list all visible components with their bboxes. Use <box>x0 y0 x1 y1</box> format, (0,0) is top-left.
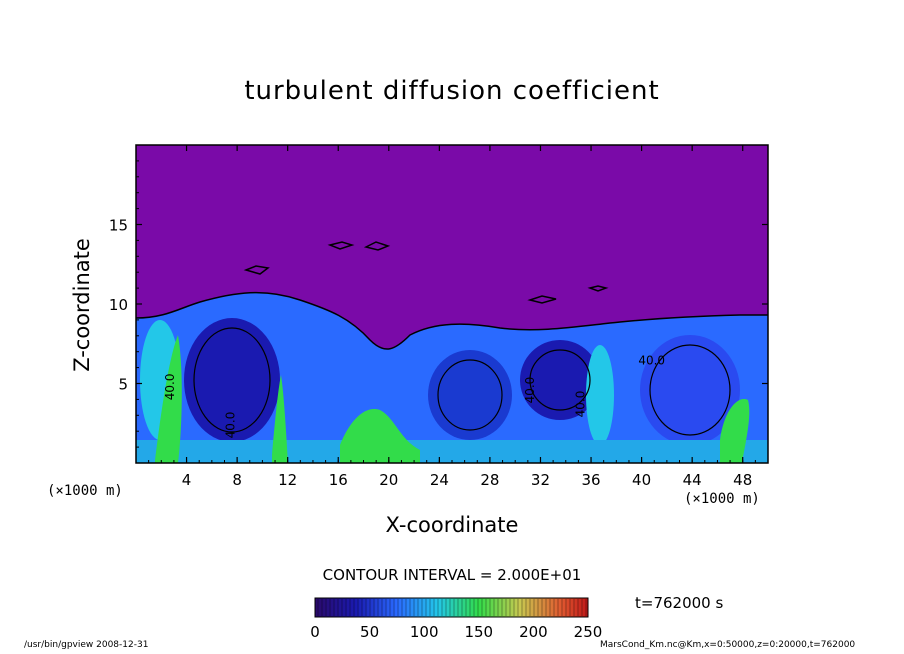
colorbar-ramp <box>314 597 589 618</box>
contour-line-eddy-1 <box>193 327 271 433</box>
x-tick-label: 4 <box>182 471 192 489</box>
contour-line-eddy-3 <box>649 344 731 436</box>
x-tick-label: 44 <box>683 471 702 489</box>
x-tick-label: 20 <box>379 471 398 489</box>
y-tick-label: 5 <box>118 376 128 394</box>
cloud-blob-2 <box>327 241 355 250</box>
contour-label: 40.0 <box>638 354 665 368</box>
eddy-1 <box>184 318 280 442</box>
x-axis: 4 8 12 16 20 24 28 32 36 40 44 48 <box>148 145 756 489</box>
eddy-3 <box>640 335 740 445</box>
cloud-blob-5 <box>587 285 609 292</box>
x-tick-label: 16 <box>329 471 348 489</box>
colorbar-stripes <box>317 599 587 616</box>
eddy-6 <box>586 345 614 445</box>
contour-line-eddy-2 <box>437 359 503 431</box>
x-tick-label: 8 <box>232 471 242 489</box>
footer-right-text: MarsCond_Km.nc@Km,x=0:50000,z=0:20000,t=… <box>600 640 856 650</box>
contour-label: 40.0 <box>574 391 588 418</box>
colorbar: 0 50 100 150 200 250 <box>310 597 602 641</box>
footer-left-text: /usr/bin/gpview 2008-12-31 <box>24 640 149 650</box>
colorbar-tick-label: 0 <box>310 623 320 641</box>
x-unit-label-left: (×1000 m) <box>47 483 123 499</box>
contour-interval-label: CONTOUR INTERVAL = 2.000E+01 <box>322 566 582 584</box>
green-plume-3 <box>155 335 182 463</box>
green-plume-1 <box>340 409 420 463</box>
colorbar-tick-label: 200 <box>519 623 548 641</box>
green-plume-4 <box>720 399 750 463</box>
contour-labels: 40.0 40.0 40.0 40.0 40.0 <box>163 354 665 439</box>
x-tick-label: 36 <box>581 471 600 489</box>
contour-line-eddy-4 <box>529 349 591 411</box>
cloud-blob-1 <box>243 265 270 275</box>
y-tick-label: 15 <box>109 217 128 235</box>
colorbar-tick-label: 150 <box>464 623 493 641</box>
y-axis: 5 10 15 <box>109 160 768 448</box>
colorbar-tick-label: 50 <box>360 623 379 641</box>
chart-title: turbulent diffusion coefficient <box>244 76 660 106</box>
eddy-4 <box>520 340 600 420</box>
x-tick-label: 28 <box>480 471 499 489</box>
cloud-blob-4 <box>527 295 557 304</box>
x-tick-label: 48 <box>733 471 752 489</box>
colorbar-tick-label: 250 <box>574 623 603 641</box>
x-tick-label: 32 <box>531 471 550 489</box>
x-tick-label: 40 <box>632 471 651 489</box>
colorbar-tick-label: 100 <box>410 623 439 641</box>
x-axis-title: X-coordinate <box>385 513 519 537</box>
x-tick-label: 12 <box>278 471 297 489</box>
time-label: t=762000 s <box>635 594 724 612</box>
contour-label: 40.0 <box>224 412 238 439</box>
near-surface-band <box>136 440 768 463</box>
contour-line-top <box>136 291 768 350</box>
green-plume-2 <box>272 375 288 463</box>
eddy-2 <box>428 350 512 440</box>
colorbar-ticks: 0 50 100 150 200 250 <box>310 623 602 641</box>
contour-label: 40.0 <box>523 377 537 404</box>
y-tick-label: 10 <box>109 296 128 314</box>
cloud-blob-3 <box>363 241 391 251</box>
contour-label: 40.0 <box>163 374 177 401</box>
plot-area <box>136 145 768 463</box>
x-unit-label-right: (×1000 m) <box>684 491 760 507</box>
x-tick-label: 24 <box>430 471 449 489</box>
